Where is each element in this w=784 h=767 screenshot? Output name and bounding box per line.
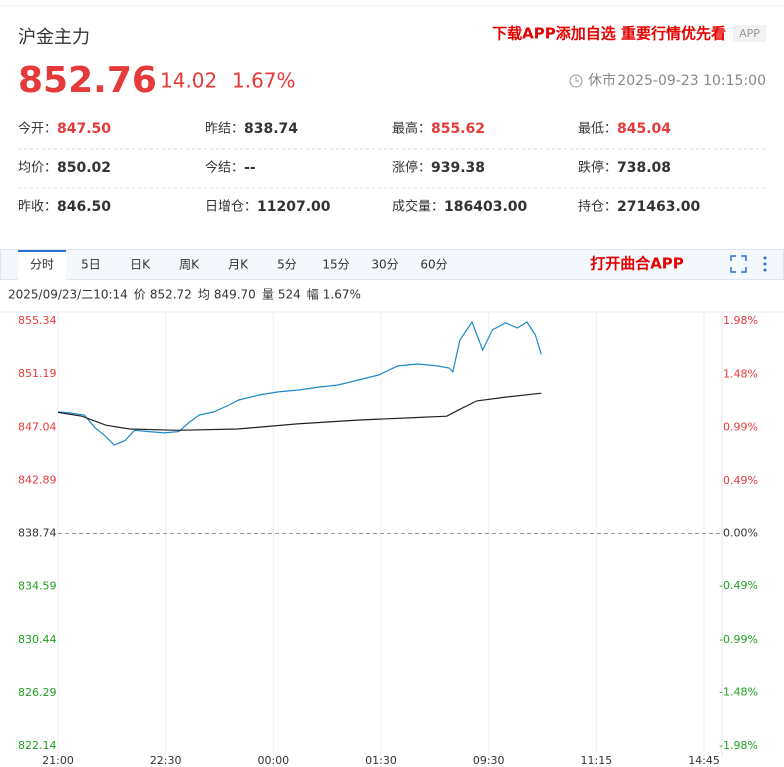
period-tab[interactable]: 5分 xyxy=(277,258,297,272)
y2-tick-label: -1.48% xyxy=(719,685,758,698)
more-icon[interactable] xyxy=(763,256,767,272)
y2-tick-label: -0.99% xyxy=(719,633,758,646)
period-tab[interactable]: 5日 xyxy=(81,258,101,272)
x-tick-label: 22:30 xyxy=(150,754,182,767)
app-badge[interactable]: APP xyxy=(739,27,760,40)
stat-value: 845.04 xyxy=(617,121,671,137)
y-tick-label: 826.29 xyxy=(18,686,57,699)
y-tick-label: 834.59 xyxy=(18,580,57,593)
stat-label: 今结： xyxy=(205,160,244,176)
promo-link[interactable]: 下载APP添加自选 重要行情优先看 xyxy=(492,25,726,43)
price-change-pct: 1.67% xyxy=(232,69,296,93)
x-tick-label: 00:00 xyxy=(257,754,289,767)
info-label: 幅 xyxy=(307,287,319,302)
stat-value: 846.50 xyxy=(57,199,111,215)
stat-value: 850.02 xyxy=(57,160,111,176)
stat-label: 昨结： xyxy=(205,122,244,137)
stat-value: 939.38 xyxy=(431,160,485,176)
info-label: 量 xyxy=(262,288,274,302)
x-tick-label: 01:30 xyxy=(365,754,397,767)
market-status: 休市 xyxy=(588,72,616,89)
stat-label: 最低： xyxy=(578,122,617,137)
x-tick-label: 21:00 xyxy=(42,754,74,767)
info-label: 均 xyxy=(198,288,210,302)
stat-label: 最高： xyxy=(392,121,431,137)
clock-icon xyxy=(569,74,583,88)
stat-value: 271463.00 xyxy=(617,199,701,215)
stat-label: 昨收： xyxy=(18,200,57,215)
stat-value: -- xyxy=(244,160,256,176)
stat-value: 847.50 xyxy=(57,121,111,137)
y2-tick-label: 1.48% xyxy=(723,368,758,381)
y-tick-label: 847.04 xyxy=(18,420,57,433)
y2-tick-label: 1.98% xyxy=(723,314,758,327)
stat-label: 涨停： xyxy=(392,160,431,176)
app-badge-bg xyxy=(733,25,766,42)
fullscreen-icon[interactable] xyxy=(730,255,747,273)
period-tab[interactable]: 60分 xyxy=(420,258,447,272)
stat-value: 11207.00 xyxy=(257,199,331,215)
period-tab[interactable]: 周K xyxy=(179,258,200,272)
y-tick-label: 822.14 xyxy=(18,739,57,752)
tab-bar xyxy=(0,249,784,280)
x-tick-label: 11:15 xyxy=(581,754,613,767)
stat-label: 跌停： xyxy=(578,160,617,176)
y2-tick-label: -1.98% xyxy=(719,739,758,752)
stat-label: 成交量： xyxy=(392,199,444,215)
y2-tick-label: 0.49% xyxy=(723,474,758,487)
stat-value: 855.62 xyxy=(431,121,485,137)
period-tab[interactable]: 月K xyxy=(228,258,249,272)
y-tick-label: 838.74 xyxy=(18,527,57,540)
info-time: 2025/09/23/二10:14 xyxy=(8,288,128,302)
open-app-link[interactable]: 打开曲合APP xyxy=(590,255,684,273)
stat-label: 日增仓： xyxy=(205,200,257,215)
stat-value: 738.08 xyxy=(617,160,671,176)
info-value: 849.70 xyxy=(214,288,256,302)
y-tick-label: 842.89 xyxy=(18,473,57,486)
price-line xyxy=(57,320,542,446)
quote-time: 2025-09-23 10:15:00 xyxy=(617,73,766,89)
stat-label: 均价： xyxy=(18,161,57,176)
instrument-name: 沪金主力 xyxy=(18,27,90,48)
clock-hands xyxy=(575,77,579,82)
y-tick-label: 851.19 xyxy=(18,367,57,380)
period-tab[interactable]: 分时 xyxy=(30,258,54,272)
info-value: 1.67% xyxy=(323,288,361,302)
stat-value: 838.74 xyxy=(244,121,298,137)
x-tick-label: 14:45 xyxy=(688,754,720,767)
period-tab[interactable]: 30分 xyxy=(371,258,398,272)
y2-tick-label: 0.00% xyxy=(723,527,758,540)
info-value: 524 xyxy=(278,288,301,302)
info-value: 852.72 xyxy=(150,288,192,302)
y2-tick-label: 0.99% xyxy=(723,420,758,433)
info-label: 价 xyxy=(134,288,146,302)
y-tick-label: 855.34 xyxy=(18,314,57,327)
stat-label: 持仓： xyxy=(578,200,617,215)
stat-value: 186403.00 xyxy=(444,199,528,215)
y2-tick-label: -0.49% xyxy=(719,579,758,592)
y-tick-label: 830.44 xyxy=(18,633,57,646)
x-tick-label: 09:30 xyxy=(473,754,505,767)
last-price: 852.76 xyxy=(18,60,157,101)
average-line xyxy=(57,392,542,431)
price-change: 14.02 xyxy=(160,69,217,93)
stat-label: 今开： xyxy=(18,121,57,137)
period-tab[interactable]: 15分 xyxy=(322,258,349,272)
period-tab[interactable]: 日K xyxy=(130,258,151,272)
active-tab-bg xyxy=(18,250,66,280)
